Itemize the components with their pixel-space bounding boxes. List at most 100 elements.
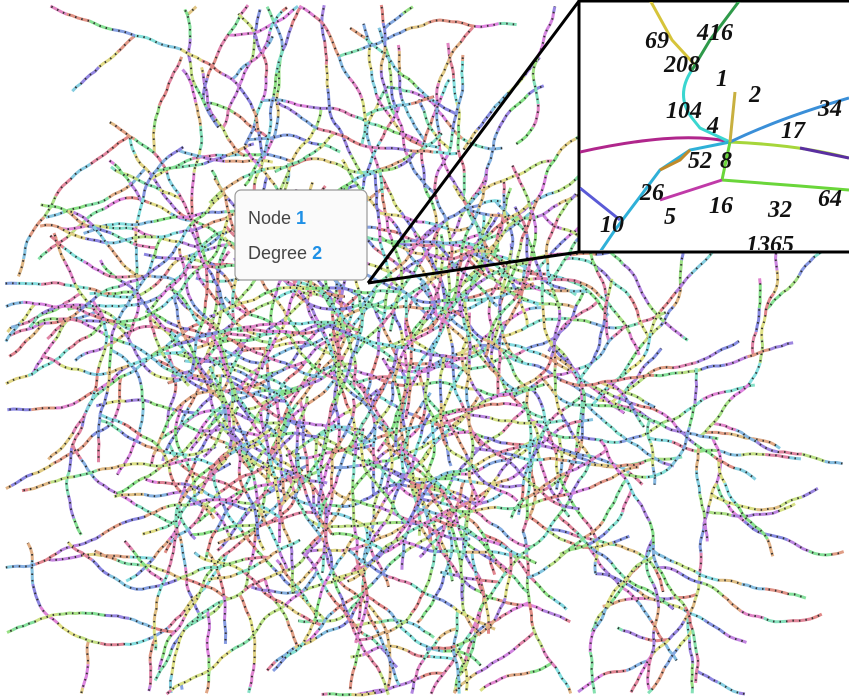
edge xyxy=(185,14,192,39)
edge-nodes xyxy=(696,670,746,695)
edge xyxy=(153,336,168,360)
edge xyxy=(740,609,765,620)
edge xyxy=(326,546,334,571)
edge xyxy=(123,540,134,552)
edge xyxy=(290,330,315,335)
edge xyxy=(193,84,208,108)
edge xyxy=(628,332,641,356)
edge xyxy=(337,531,362,541)
edge xyxy=(241,322,266,330)
edge xyxy=(339,133,363,147)
edge xyxy=(79,458,97,480)
edge-nodes xyxy=(545,528,665,593)
edge xyxy=(508,226,515,251)
node-label: 2 xyxy=(748,82,761,108)
edge xyxy=(327,692,352,697)
edge xyxy=(486,316,499,341)
node-label: 4 xyxy=(706,113,719,139)
edge xyxy=(543,316,568,321)
edge-nodes xyxy=(299,399,392,691)
edge xyxy=(674,273,692,294)
node-label: 16 xyxy=(709,193,733,219)
edge-nodes xyxy=(181,68,203,221)
edge xyxy=(81,664,90,689)
edge xyxy=(379,119,394,143)
edge xyxy=(489,416,514,423)
edge xyxy=(438,379,443,404)
edge xyxy=(525,495,530,521)
edge xyxy=(668,587,687,608)
edge xyxy=(350,478,355,503)
edge-nodes xyxy=(237,322,338,335)
edge xyxy=(415,85,437,104)
edge xyxy=(427,18,452,25)
edge-nodes xyxy=(525,392,585,521)
edge-nodes xyxy=(332,441,537,581)
edge xyxy=(479,402,504,409)
edge xyxy=(255,371,274,379)
edge-nodes xyxy=(362,23,424,148)
edge-nodes xyxy=(150,389,287,467)
edge xyxy=(304,629,320,644)
edge-nodes xyxy=(496,206,529,396)
edge-nodes xyxy=(207,539,301,581)
edge xyxy=(553,367,558,392)
edge-nodes xyxy=(648,436,802,460)
edge xyxy=(140,263,162,280)
edge xyxy=(679,572,703,585)
edge xyxy=(486,274,508,290)
edge xyxy=(778,502,796,513)
edge xyxy=(329,524,354,529)
edge xyxy=(279,600,302,617)
edge xyxy=(617,578,640,593)
edge-nodes xyxy=(8,322,45,358)
edge xyxy=(150,371,174,381)
edge-nodes xyxy=(127,146,184,339)
edge xyxy=(272,333,297,344)
edge xyxy=(317,480,325,505)
edge-nodes xyxy=(165,285,203,327)
edge-nodes xyxy=(337,370,394,496)
edge xyxy=(609,279,631,297)
edge xyxy=(89,148,111,166)
edge xyxy=(181,407,201,427)
edge xyxy=(180,543,187,568)
edge xyxy=(184,577,209,589)
edge xyxy=(184,359,191,364)
edge xyxy=(688,403,697,428)
edge xyxy=(268,380,287,401)
edge xyxy=(602,669,627,677)
edge xyxy=(289,4,303,28)
edge xyxy=(148,201,172,215)
edge-nodes xyxy=(208,366,231,429)
edge xyxy=(159,291,180,310)
edge xyxy=(638,460,645,466)
edge xyxy=(157,41,182,51)
edge xyxy=(397,676,422,688)
edge-nodes xyxy=(5,213,231,323)
edge xyxy=(183,596,200,618)
edge-nodes xyxy=(224,296,416,384)
edge-nodes xyxy=(715,483,845,557)
edge xyxy=(741,582,766,591)
edge xyxy=(327,555,344,577)
edge xyxy=(503,574,512,599)
edge xyxy=(649,442,655,467)
edge xyxy=(374,404,392,426)
edge xyxy=(456,524,479,539)
edge xyxy=(421,425,440,446)
edge-nodes xyxy=(468,259,540,306)
datatip-value: 1 xyxy=(296,208,306,228)
edge xyxy=(289,320,314,326)
edge xyxy=(554,309,562,334)
edge xyxy=(148,661,153,686)
edge xyxy=(214,117,230,140)
node-label: 17 xyxy=(781,118,806,144)
edge xyxy=(85,196,110,207)
edge xyxy=(135,295,159,307)
edge xyxy=(553,179,576,194)
edge xyxy=(542,493,567,502)
edge-nodes xyxy=(4,303,36,343)
edge xyxy=(217,536,236,545)
